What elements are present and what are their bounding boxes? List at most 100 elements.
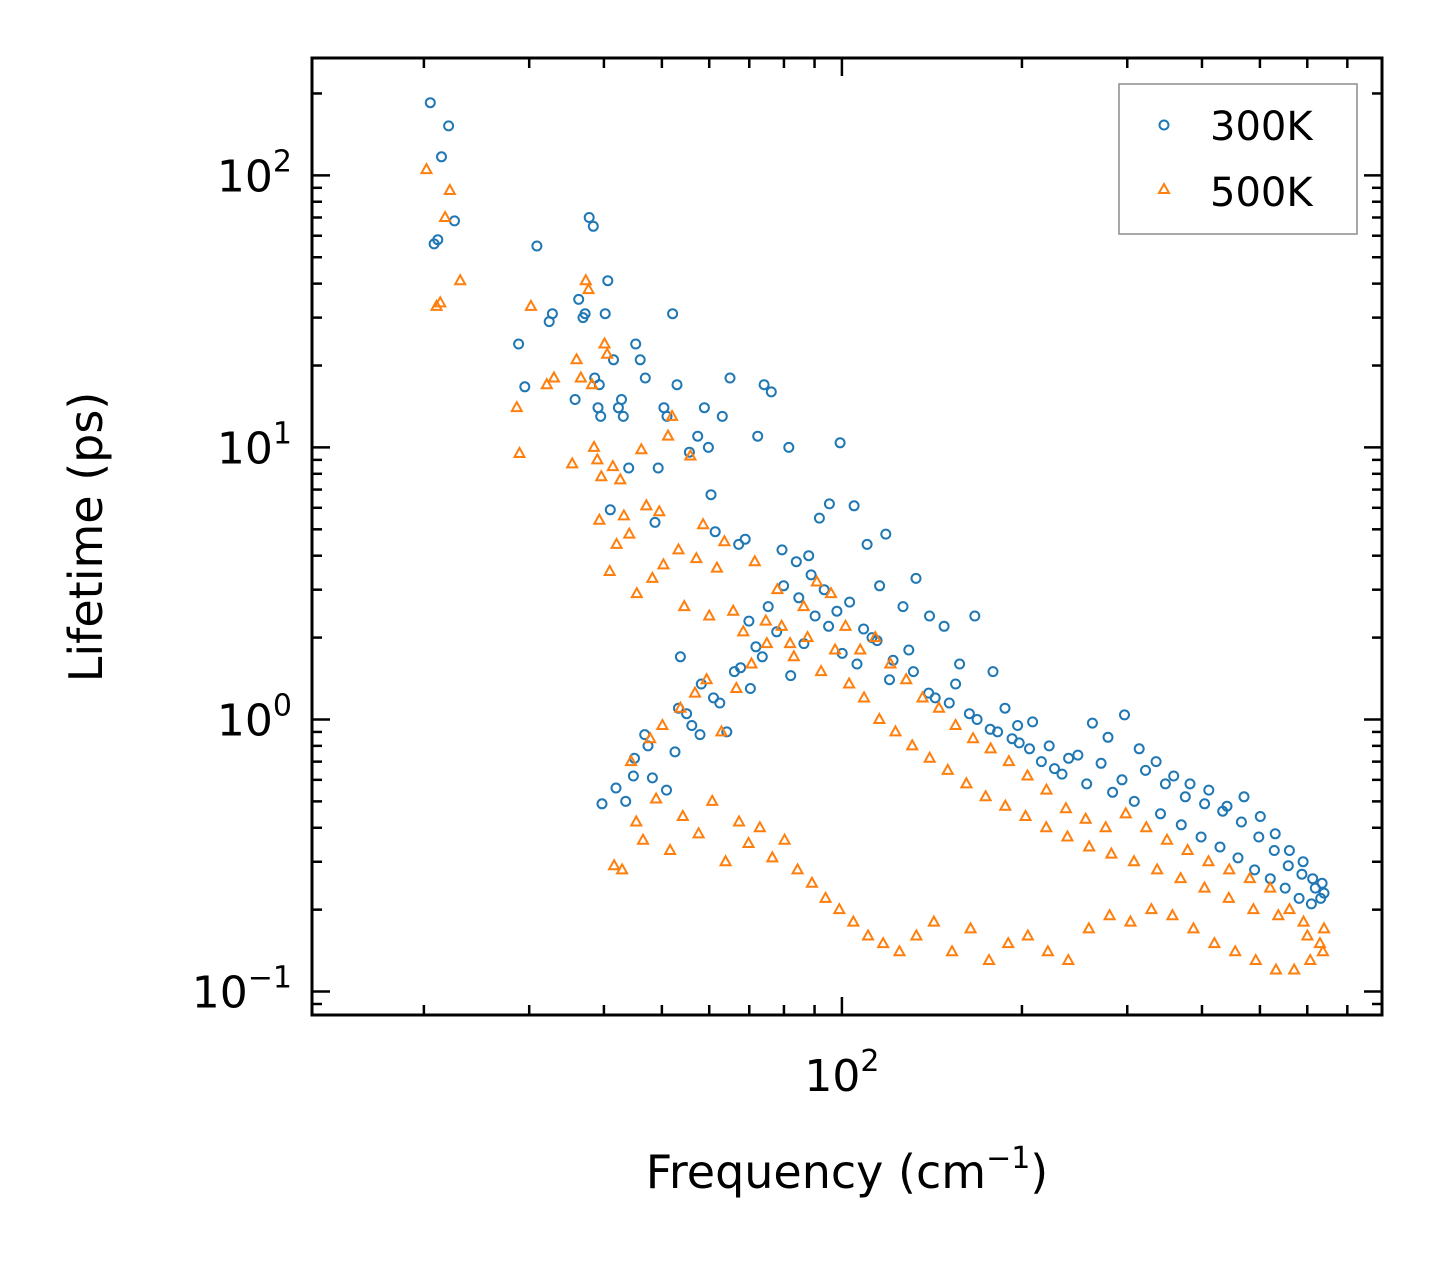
point-500K-83: [629, 814, 643, 827]
point-500K-24: [606, 459, 620, 472]
point-300K-78: [1133, 743, 1145, 755]
point-500K-18: [590, 452, 605, 465]
point-500K-91: [732, 814, 746, 827]
point-500K-3: [438, 209, 452, 223]
point-300K-163: [1035, 756, 1047, 768]
point-300K-11: [569, 394, 581, 405]
point-500K-121: [1249, 952, 1263, 966]
point-500K-100: [846, 914, 861, 927]
point-500K-64: [1002, 754, 1016, 767]
point-300K-54: [790, 556, 802, 568]
point-500K-140: [828, 642, 842, 655]
point-500K-51: [796, 599, 811, 612]
point-300K-22: [602, 275, 614, 287]
point-300K-120: [1049, 763, 1060, 775]
point-300K-75: [1086, 717, 1098, 729]
point-500K-107: [963, 921, 978, 934]
point-500K-37: [671, 542, 686, 555]
point-300K-1: [436, 151, 447, 163]
point-500K-139: [814, 664, 828, 677]
y-tick-base: 10: [192, 968, 248, 1019]
point-500K-141: [842, 676, 856, 689]
point-300K-126: [1179, 791, 1191, 803]
point-500K-145: [905, 738, 919, 751]
point-300K-4: [443, 120, 455, 132]
point-300K-42: [702, 441, 714, 453]
point-300K-150: [805, 569, 817, 581]
point-500K-163: [1296, 914, 1311, 927]
point-500K-96: [790, 862, 805, 875]
point-500K-63: [983, 741, 998, 754]
point-500K-129: [673, 700, 688, 713]
point-300K-49: [752, 430, 764, 442]
point-300K-172: [1232, 852, 1244, 864]
point-300K-65: [924, 610, 935, 622]
point-300K-55: [803, 550, 815, 562]
point-500K-21: [597, 336, 612, 349]
point-300K-127: [1199, 798, 1211, 810]
point-300K-85: [1254, 811, 1266, 822]
point-300K-0: [424, 97, 436, 109]
point-300K-171: [1214, 841, 1226, 853]
point-500K-43: [710, 560, 724, 573]
point-500K-47: [748, 554, 762, 567]
point-500K-127: [643, 731, 657, 744]
point-300K-103: [756, 651, 768, 663]
point-500K-114: [1102, 908, 1117, 921]
point-500K-19: [592, 512, 607, 525]
point-500K-85: [649, 791, 663, 804]
point-300K-73: [1043, 740, 1055, 752]
point-300K-136: [596, 798, 608, 810]
y-tick-base: 10: [217, 423, 273, 474]
point-500K-70: [1119, 806, 1133, 819]
point-500K-5: [453, 273, 467, 286]
y-tick-label: 102: [217, 144, 292, 202]
point-500K-161: [1246, 902, 1261, 915]
point-300K-119: [1024, 743, 1035, 755]
point-300K-64: [910, 572, 922, 584]
point-300K-61: [874, 580, 886, 592]
point-500K-160: [1222, 890, 1236, 903]
point-500K-112: [1061, 952, 1076, 966]
point-500K-77: [1263, 880, 1277, 893]
point-300K-12: [573, 293, 585, 305]
point-300K-146: [750, 641, 762, 653]
point-300K-23: [604, 504, 616, 516]
point-500K-45: [726, 603, 740, 616]
point-300K-74: [1063, 752, 1075, 764]
point-300K-68: [969, 610, 981, 622]
point-500K-46: [736, 624, 750, 637]
point-300K-46: [724, 372, 736, 384]
legend-marker-300k: [1158, 119, 1170, 131]
point-500K-99: [832, 902, 846, 915]
y-tick-label: 10−1: [192, 961, 292, 1019]
point-500K-151: [1018, 808, 1033, 821]
point-300K-29: [630, 338, 642, 350]
point-500K-26: [613, 472, 627, 485]
point-300K-67: [954, 658, 966, 670]
point-500K-88: [691, 826, 706, 839]
point-300K-154: [858, 623, 870, 635]
point-300K-169: [1175, 819, 1187, 831]
point-300K-152: [831, 605, 843, 617]
point-300K-30: [634, 354, 646, 366]
point-500K-95: [777, 832, 792, 845]
point-500K-130: [688, 685, 702, 698]
point-500K-103: [892, 944, 907, 957]
point-300K-87: [1283, 845, 1295, 856]
scatter-marks: [419, 97, 1331, 975]
point-300K-86: [1269, 828, 1281, 840]
point-500K-69: [1098, 820, 1113, 833]
legend-label-500k: 500K: [1210, 170, 1314, 216]
point-500K-158: [1173, 871, 1188, 884]
point-300K-66: [938, 620, 950, 632]
point-500K-72: [1160, 832, 1174, 845]
point-300K-158: [929, 692, 941, 704]
y-tick-base: 10: [217, 151, 273, 202]
point-300K-50: [758, 379, 770, 391]
point-300K-77: [1119, 709, 1130, 721]
point-300K-20: [595, 410, 607, 422]
point-300K-175: [1279, 882, 1291, 894]
point-500K-27: [617, 508, 631, 521]
point-300K-5: [449, 215, 460, 227]
